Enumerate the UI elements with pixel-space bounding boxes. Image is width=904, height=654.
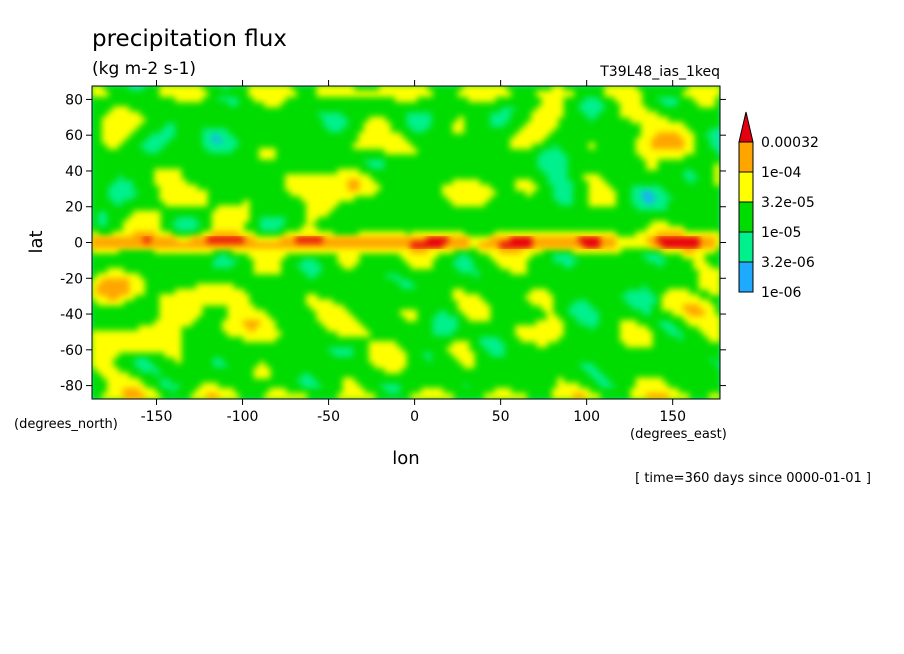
y-tick-label: -20 — [60, 271, 83, 287]
x-axis-label: lon — [392, 448, 419, 469]
y-tick-label: 80 — [65, 92, 83, 108]
y-tick-label: -60 — [60, 343, 83, 359]
y-tick-label: 40 — [65, 164, 83, 180]
y-tick-label: 0 — [74, 236, 83, 252]
colorbar-label: 3.2e-06 — [761, 255, 815, 271]
y-axis: 80 60 40 20 0 -20 -40 -60 -80 — [60, 92, 726, 395]
colorbar-segment — [738, 171, 754, 203]
chart-title: precipitation flux — [92, 26, 287, 52]
y-axis-label: lat — [26, 230, 47, 253]
x-tick-label: 150 — [659, 409, 686, 425]
x-tick-label: 100 — [573, 409, 600, 425]
colorbar-label: 1e-06 — [761, 285, 801, 301]
colorbar-segment — [738, 231, 754, 263]
y-axis-units: (degrees_north) — [14, 417, 118, 432]
contour-band-3.2e-05 — [92, 86, 720, 399]
colorbar-legend: 0.00032 1e-04 3.2e-05 1e-05 3.2e-06 1e-06 — [738, 111, 819, 301]
colorbar-label: 1e-05 — [761, 225, 801, 241]
colorbar-segment — [738, 201, 754, 233]
y-tick-label: 20 — [65, 200, 83, 216]
colorbar-segment — [738, 261, 754, 293]
colorbar-segment-top — [738, 111, 754, 143]
contour-plot-area — [92, 86, 720, 399]
dataset-label: T39L48_ias_1keq — [599, 64, 720, 80]
colorbar-label: 3.2e-05 — [761, 195, 815, 211]
x-tick-label: 0 — [410, 409, 419, 425]
contour-band-0.00032 — [143, 236, 700, 249]
colorbar-label: 0.00032 — [761, 135, 819, 151]
chart-subtitle: (kg m-2 s-1) — [92, 59, 196, 79]
x-tick-label: 50 — [492, 409, 510, 425]
y-tick-label: 60 — [65, 128, 83, 144]
x-axis: -150 -100 -50 0 50 100 150 — [141, 80, 686, 425]
x-tick-label: -100 — [227, 409, 259, 425]
x-axis-units: (degrees_east) — [630, 427, 727, 442]
colorbar-segment — [738, 141, 754, 173]
time-footer: [ time=360 days since 0000-01-01 ] — [635, 471, 871, 486]
x-tick-label: -50 — [317, 409, 340, 425]
y-tick-label: -40 — [60, 307, 83, 323]
x-tick-label: -150 — [141, 409, 173, 425]
y-tick-label: -80 — [60, 379, 83, 395]
colorbar-label: 1e-04 — [761, 165, 801, 181]
